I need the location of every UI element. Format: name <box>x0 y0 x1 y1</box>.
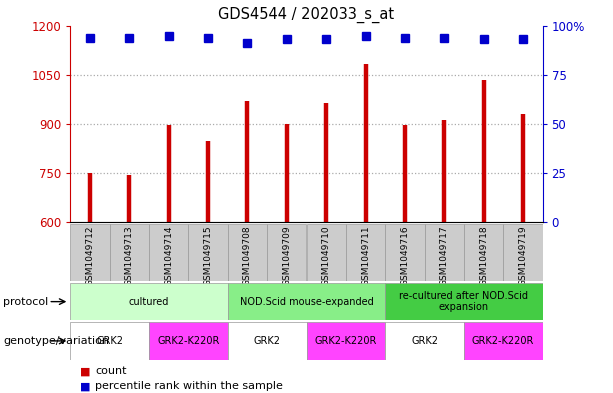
Text: GSM1049715: GSM1049715 <box>204 225 213 286</box>
Bar <box>228 322 306 360</box>
Text: GSM1049718: GSM1049718 <box>479 225 488 286</box>
Text: ■: ■ <box>80 366 90 376</box>
Bar <box>110 224 149 281</box>
Text: GSM1049710: GSM1049710 <box>322 225 330 286</box>
Text: GRK2-K220R: GRK2-K220R <box>472 336 535 346</box>
Bar <box>464 224 503 281</box>
Text: count: count <box>95 366 126 376</box>
Text: ■: ■ <box>80 381 90 391</box>
Bar <box>306 322 385 360</box>
Text: GRK2: GRK2 <box>96 336 123 346</box>
Bar <box>149 322 228 360</box>
Text: protocol: protocol <box>3 297 48 307</box>
Bar <box>149 224 189 281</box>
Text: GSM1049717: GSM1049717 <box>440 225 449 286</box>
Text: GRK2-K220R: GRK2-K220R <box>158 336 219 346</box>
Text: GSM1049713: GSM1049713 <box>125 225 134 286</box>
Bar <box>70 322 149 360</box>
Text: percentile rank within the sample: percentile rank within the sample <box>95 381 283 391</box>
Text: NOD.Scid mouse-expanded: NOD.Scid mouse-expanded <box>240 297 373 307</box>
Bar <box>306 224 346 281</box>
Text: genotype/variation: genotype/variation <box>3 336 109 346</box>
Bar <box>385 322 464 360</box>
Text: GRK2-K220R: GRK2-K220R <box>314 336 377 346</box>
Bar <box>346 224 385 281</box>
Text: GSM1049719: GSM1049719 <box>519 225 527 286</box>
Text: cultured: cultured <box>129 297 169 307</box>
Bar <box>228 224 267 281</box>
Bar <box>70 224 110 281</box>
Bar <box>228 283 385 320</box>
Text: GRK2: GRK2 <box>411 336 438 346</box>
Bar <box>70 283 228 320</box>
Bar <box>424 224 464 281</box>
Title: GDS4544 / 202033_s_at: GDS4544 / 202033_s_at <box>218 7 395 23</box>
Text: GRK2: GRK2 <box>254 336 281 346</box>
Text: GSM1049708: GSM1049708 <box>243 225 252 286</box>
Bar <box>267 224 306 281</box>
Text: GSM1049716: GSM1049716 <box>400 225 409 286</box>
Bar <box>464 322 543 360</box>
Bar <box>503 224 543 281</box>
Text: GSM1049714: GSM1049714 <box>164 225 173 286</box>
Text: GSM1049709: GSM1049709 <box>283 225 291 286</box>
Text: re-cultured after NOD.Scid
expansion: re-cultured after NOD.Scid expansion <box>399 291 528 312</box>
Text: GSM1049712: GSM1049712 <box>86 225 94 286</box>
Bar <box>385 283 543 320</box>
Bar <box>385 224 424 281</box>
Bar <box>189 224 228 281</box>
Text: GSM1049711: GSM1049711 <box>361 225 370 286</box>
